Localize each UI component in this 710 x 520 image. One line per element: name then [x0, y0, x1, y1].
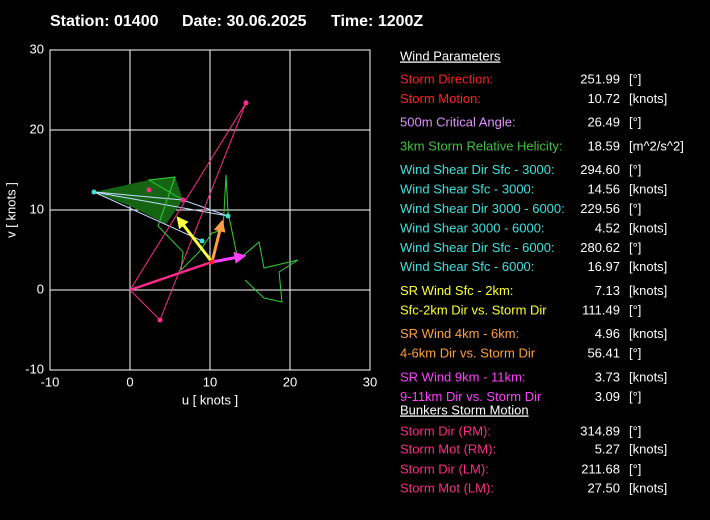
- y-axis-label: v [ knots ]: [3, 182, 18, 238]
- point: [243, 100, 249, 106]
- bunkers-title: Bunkers Storm Motion: [400, 402, 529, 417]
- hodograph-line: [129, 102, 247, 321]
- param-label: SR Wind Sfc - 2km:: [400, 283, 513, 298]
- point: [199, 238, 205, 244]
- param-label: Storm Motion:: [400, 91, 481, 106]
- param-unit: [°]: [629, 461, 641, 476]
- point: [180, 197, 186, 203]
- time: Time: 1200Z: [331, 13, 423, 30]
- param-value: 111.49: [582, 302, 620, 317]
- param-value: 251.99: [580, 71, 620, 86]
- y-tick-label: 20: [30, 121, 44, 136]
- param-unit: [°]: [629, 389, 641, 404]
- x-tick-label: -10: [41, 374, 60, 389]
- param-label: 4-6km Dir vs. Storm Dir: [400, 346, 536, 361]
- param-value: 314.89: [580, 423, 620, 438]
- param-label: Storm Dir (LM):: [400, 461, 489, 476]
- param-label: Wind Shear 3000 - 6000:: [400, 220, 545, 235]
- x-tick-label: 30: [363, 374, 377, 389]
- param-unit: [knots]: [629, 283, 667, 298]
- param-unit: [°]: [629, 302, 641, 317]
- param-value: 3.09: [595, 389, 620, 404]
- param-unit: [°]: [629, 71, 641, 86]
- param-label: Sfc-2km Dir vs. Storm Dir: [400, 302, 547, 317]
- param-value: 56.41: [587, 346, 620, 361]
- params-title: Wind Parameters: [400, 48, 501, 63]
- param-value: 7.13: [595, 283, 620, 298]
- param-label: Storm Mot (RM):: [400, 441, 496, 456]
- param-label: Storm Direction:: [400, 71, 493, 86]
- param-value: 10.72: [587, 91, 620, 106]
- param-unit: [knots]: [629, 326, 667, 341]
- param-label: Wind Shear Sfc - 6000:: [400, 259, 534, 274]
- param-unit: [°]: [629, 423, 641, 438]
- param-value: 16.97: [587, 259, 620, 274]
- param-value: 211.68: [581, 461, 620, 476]
- param-unit: [knots]: [629, 441, 667, 456]
- param-value: 5.27: [595, 441, 620, 456]
- point: [157, 317, 163, 323]
- sr-wind-arrow: [210, 219, 226, 263]
- point: [91, 189, 97, 195]
- point: [209, 259, 215, 265]
- param-unit: [knots]: [629, 259, 667, 274]
- station: Station: 01400: [50, 13, 159, 30]
- param-unit: [knots]: [629, 369, 667, 384]
- param-unit: [m^2/s^2]: [629, 138, 684, 153]
- param-unit: [knots]: [629, 480, 667, 495]
- x-axis-label: u [ knots ]: [182, 392, 238, 407]
- param-unit: [°]: [629, 201, 641, 216]
- param-label: Wind Shear Dir Sfc - 6000:: [400, 240, 555, 255]
- y-tick-label: 10: [30, 201, 44, 216]
- param-value: 280.62: [580, 240, 620, 255]
- hodograph-line: [147, 174, 299, 303]
- param-value: 4.52: [595, 220, 620, 235]
- param-label: 3km Storm Relative Helicity:: [400, 138, 563, 153]
- point: [225, 213, 231, 219]
- y-tick-label: 30: [30, 41, 44, 56]
- param-value: 229.56: [580, 201, 620, 216]
- param-unit: [knots]: [629, 91, 667, 106]
- param-label: 9-11km Dir vs. Storm Dir: [400, 389, 542, 404]
- x-tick-label: 20: [283, 374, 297, 389]
- date: Date: 30.06.2025: [182, 13, 307, 30]
- sr-wind-arrow: [211, 251, 247, 264]
- param-unit: [knots]: [629, 182, 667, 197]
- x-tick-label: 10: [203, 374, 217, 389]
- param-label: Storm Dir (RM):: [400, 423, 491, 438]
- param-label: Wind Shear Dir 3000 - 6000:: [400, 201, 565, 216]
- param-unit: [°]: [629, 115, 641, 130]
- y-tick-label: 0: [37, 281, 44, 296]
- param-unit: [knots]: [629, 220, 667, 235]
- sr-wind-arrow: [176, 216, 214, 263]
- param-label: Storm Mot (LM):: [400, 480, 494, 495]
- param-label: SR Wind 4km - 6km:: [400, 326, 519, 341]
- param-value: 27.50: [587, 480, 620, 495]
- param-unit: [°]: [629, 240, 641, 255]
- param-value: 18.59: [587, 138, 620, 153]
- param-value: 4.96: [595, 326, 620, 341]
- param-value: 26.49: [587, 115, 620, 130]
- y-tick-label: -10: [25, 361, 44, 376]
- param-label: 500m Critical Angle:: [400, 115, 516, 130]
- param-label: Wind Shear Dir Sfc - 3000:: [400, 162, 555, 177]
- param-unit: [°]: [629, 346, 641, 361]
- param-value: 14.56: [587, 182, 620, 197]
- param-value: 3.73: [595, 369, 620, 384]
- param-label: SR Wind 9km - 11km:: [400, 369, 525, 384]
- param-unit: [°]: [629, 162, 641, 177]
- param-label: Wind Shear Sfc - 3000:: [400, 182, 534, 197]
- param-value: 294.60: [580, 162, 620, 177]
- x-tick-label: 0: [126, 374, 133, 389]
- point: [146, 187, 152, 193]
